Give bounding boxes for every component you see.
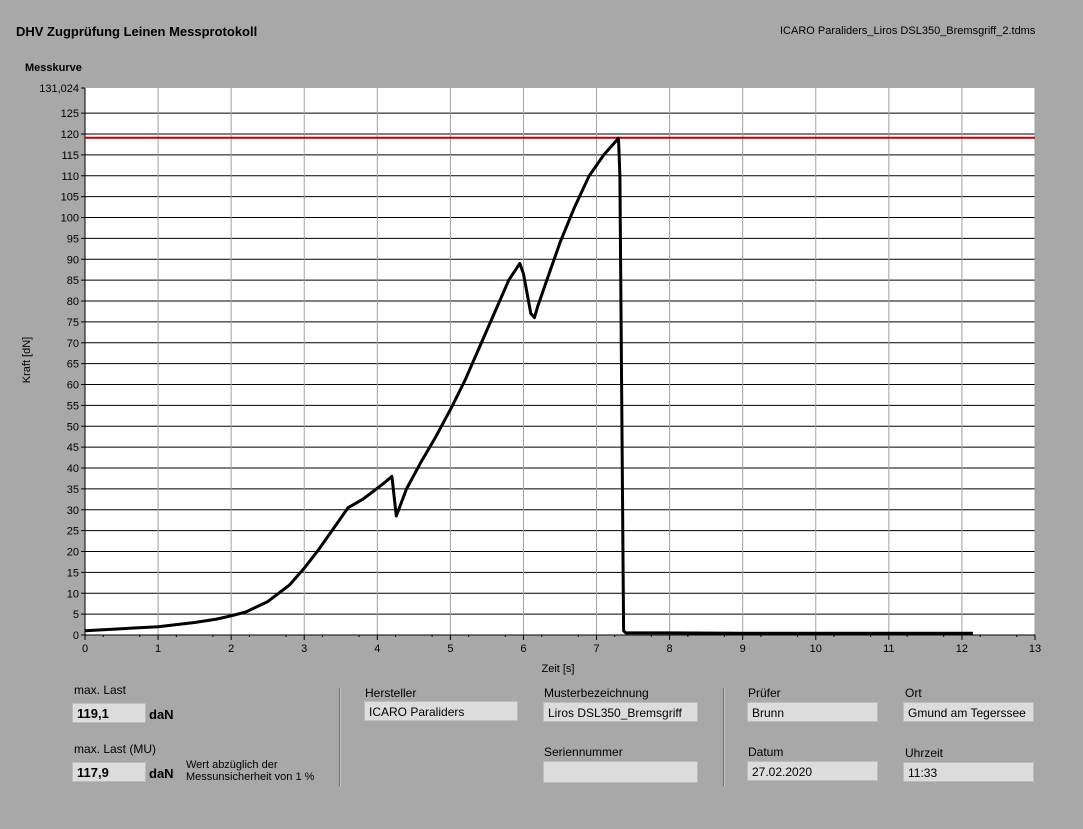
y-tick-label: 90 — [67, 254, 79, 266]
force-time-chart: 0510152025303540455055606570758085909510… — [21, 83, 1041, 675]
x-tick-label: 4 — [374, 643, 380, 655]
y-tick-label: 35 — [67, 484, 79, 496]
x-tick-label: 11 — [883, 643, 894, 655]
x-tick-label: 0 — [82, 643, 88, 655]
uhrzeit-field: 11:33 — [903, 762, 1034, 782]
uhrzeit-label: Uhrzeit — [905, 746, 944, 760]
y-tick-label: 25 — [67, 526, 79, 538]
y-axis-ticks: 0 5 10 15 20 25 30 35 40 45 50 55 60 65 70 75 80 85 90 95 10… — [39, 83, 85, 642]
chart-grid — [84, 88, 1036, 636]
y-tick-label: 95 — [67, 233, 79, 245]
y-axis-label: Kraft [dN] — [21, 337, 33, 383]
y-tick-label: 75 — [67, 317, 79, 329]
max-last-mu-field: 117,9 — [72, 762, 146, 782]
x-axis-label: Zeit [s] — [541, 663, 574, 675]
ort-label: Ort — [905, 686, 922, 700]
y-tick-label: 5 — [73, 609, 79, 621]
graph-label: Messkurve — [25, 62, 82, 74]
force-curve — [84, 136, 973, 635]
x-tick-label: 8 — [667, 643, 673, 655]
x-tick-label: 6 — [520, 643, 526, 655]
y-max-label: 131,024 — [39, 83, 79, 95]
y-tick-label: 80 — [67, 296, 79, 308]
y-tick-label: 40 — [67, 463, 79, 475]
y-tick-label: 30 — [67, 505, 79, 517]
y-tick-label: 70 — [67, 338, 79, 350]
y-tick-label: 85 — [67, 275, 79, 287]
y-tick-label: 15 — [67, 567, 79, 579]
max-last-label: max. Last — [74, 683, 127, 697]
seriennummer-field — [543, 761, 698, 783]
x-tick-label: 5 — [447, 643, 453, 655]
seriennummer-label: Seriennummer — [544, 745, 623, 759]
max-last-field: 119,1 — [72, 703, 146, 723]
x-tick-label: 2 — [228, 643, 234, 655]
y-tick-label: 55 — [67, 400, 79, 412]
y-tick-label: 105 — [61, 192, 79, 204]
page-title: DHV Zugprüfung Leinen Messprotokoll — [16, 24, 258, 39]
x-tick-label: 7 — [593, 643, 599, 655]
plot-area — [85, 88, 1035, 635]
datum-label: Datum — [748, 745, 784, 759]
hersteller-label: Hersteller — [365, 686, 417, 700]
ort-field: Gmund am Tegerssee — [903, 702, 1034, 722]
pruefer-field: Brunn — [747, 702, 878, 722]
musterbezeichnung-field: Liros DSL350_Bremsgriff — [543, 702, 698, 722]
series-group — [84, 136, 1035, 635]
x-tick-label: 9 — [740, 643, 746, 655]
y-tick-label: 0 — [73, 630, 79, 642]
y-tick-label: 100 — [61, 213, 79, 225]
pruefer-label: Prüfer — [748, 686, 781, 700]
hersteller-field: ICARO Paraliders — [364, 701, 518, 721]
y-tick-label: 125 — [61, 108, 79, 120]
separator-left — [339, 688, 341, 786]
max-last-mu-unit: daN — [149, 766, 174, 781]
y-tick-label: 45 — [67, 442, 79, 454]
x-tick-label: 10 — [810, 643, 822, 655]
y-tick-label: 20 — [67, 547, 79, 559]
x-axis-ticks: 0 1 2 3 4 5 6 7 8 9 10 11 12 13 — [82, 635, 1041, 655]
mu-note: Wert abzüglich der Messunsicherheit von … — [186, 759, 315, 783]
y-tick-label: 120 — [61, 129, 79, 141]
musterbezeichnung-label: Musterbezeichnung — [544, 686, 649, 700]
x-tick-label: 1 — [155, 643, 161, 655]
x-tick-label: 12 — [956, 643, 968, 655]
y-tick-label: 60 — [67, 380, 79, 392]
x-tick-label: 13 — [1029, 643, 1041, 655]
file-name: ICARO Paraliders_Liros DSL350_Bremsgriff… — [780, 25, 1036, 37]
y-tick-label: 110 — [61, 171, 79, 183]
y-tick-label: 115 — [61, 150, 79, 162]
y-tick-label: 10 — [67, 588, 79, 600]
separator-right — [723, 688, 725, 786]
x-tick-label: 3 — [301, 643, 307, 655]
datum-field: 27.02.2020 — [747, 761, 878, 781]
y-tick-label: 65 — [67, 359, 79, 371]
max-last-unit: daN — [149, 707, 174, 722]
max-last-mu-label: max. Last (MU) — [74, 742, 157, 756]
y-tick-label: 50 — [67, 421, 79, 433]
